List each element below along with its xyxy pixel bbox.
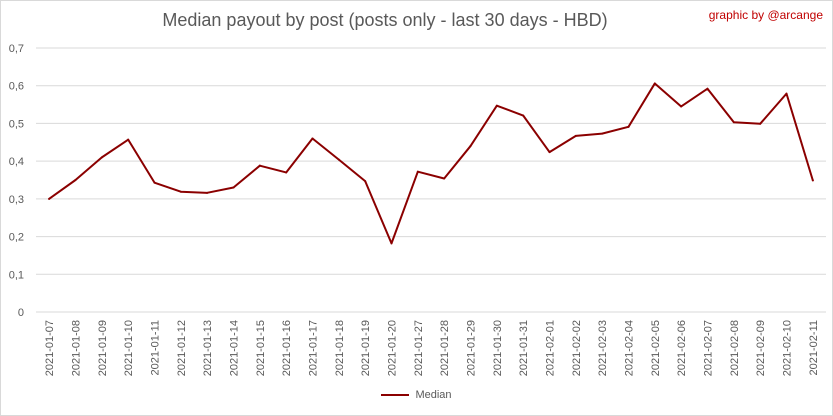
data-point: [627, 125, 630, 128]
x-tick-label: 2021-02-07: [703, 320, 715, 376]
x-tick-label: 2021-02-02: [571, 320, 583, 376]
data-point: [74, 179, 77, 181]
watermark: graphic by @arcange: [708, 8, 823, 22]
data-point: [179, 190, 182, 193]
x-tick-label: 2021-02-03: [597, 320, 609, 376]
data-point: [706, 87, 709, 90]
x-tick-label: 2021-02-04: [624, 320, 636, 376]
x-tick-label: 2021-01-31: [518, 320, 530, 376]
x-tick-label: 2021-01-07: [44, 320, 56, 376]
data-point: [680, 105, 683, 108]
data-point: [495, 104, 498, 107]
data-point: [416, 170, 419, 173]
x-tick-label: 2021-01-16: [281, 320, 293, 376]
data-point: [601, 132, 604, 135]
x-tick-label: 2021-02-09: [755, 320, 767, 376]
gridlines: [36, 47, 826, 313]
x-tick-label: 2021-01-30: [492, 320, 504, 376]
x-tick-label: 2021-01-11: [150, 320, 162, 375]
data-point: [232, 186, 235, 189]
data-point: [48, 197, 51, 200]
y-tick-label: 0,5: [9, 118, 24, 130]
legend: Median: [0, 389, 833, 401]
x-tick-label: 2021-01-14: [229, 320, 241, 376]
data-point: [759, 122, 762, 125]
x-tick-label: 2021-01-27: [413, 320, 425, 376]
data-point: [469, 145, 472, 148]
x-tick-label: 2021-01-17: [308, 320, 320, 376]
data-point: [153, 181, 156, 184]
data-point: [390, 242, 393, 245]
data-point: [548, 151, 551, 154]
x-tick-label: 2021-01-12: [176, 320, 188, 376]
data-point: [443, 177, 446, 180]
data-point: [258, 164, 261, 167]
legend-swatch-median: [381, 394, 410, 396]
x-tick-label: 2021-02-01: [545, 320, 557, 376]
data-point: [522, 114, 525, 117]
data-point: [653, 82, 656, 85]
legend-label-median: Median: [415, 389, 452, 401]
data-point: [337, 158, 340, 161]
y-tick-label: 0,7: [9, 43, 24, 55]
x-tick-label: 2021-01-18: [334, 320, 346, 376]
data-point: [206, 191, 209, 194]
y-tick-label: 0,6: [9, 81, 24, 93]
x-tick-label: 2021-01-09: [97, 320, 109, 376]
x-axis-ticks: 2021-01-07 2021-01-08 2021-01-09 2021-01-10…: [44, 320, 820, 376]
data-point: [732, 121, 735, 124]
x-tick-label: 2021-02-06: [676, 320, 688, 376]
y-tick-label: 0,2: [9, 232, 24, 244]
x-tick-label: 2021-02-10: [782, 320, 794, 376]
x-tick-label: 2021-02-08: [729, 320, 741, 376]
x-tick-label: 2021-01-29: [466, 320, 478, 376]
y-tick-label: 0: [18, 307, 24, 319]
y-tick-label: 0,3: [9, 194, 24, 206]
data-point: [285, 171, 288, 174]
chart-title: Median payout by post (posts only - last…: [162, 10, 608, 30]
x-tick-label: 2021-01-19: [360, 320, 372, 376]
data-point: [811, 179, 814, 182]
data-point: [311, 137, 314, 140]
x-tick-label: 2021-01-13: [202, 320, 214, 376]
y-axis-ticks: 0 0,1 0,2 0,3 0,4 0,5 0,6 0,7: [9, 43, 24, 319]
y-tick-label: 0,1: [9, 269, 24, 281]
series-layer: [48, 82, 814, 245]
x-tick-label: 2021-01-10: [123, 320, 135, 376]
x-tick-label: 2021-02-11: [808, 320, 820, 375]
series-line-median: [48, 82, 814, 245]
data-point: [127, 138, 130, 141]
x-tick-label: 2021-01-08: [71, 320, 83, 376]
y-tick-label: 0,4: [9, 156, 24, 168]
data-point: [574, 134, 577, 137]
data-point: [100, 156, 103, 159]
x-tick-label: 2021-01-28: [439, 320, 451, 376]
data-point: [785, 92, 788, 95]
x-tick-label: 2021-02-05: [650, 320, 662, 376]
x-tick-label: 2021-01-15: [255, 320, 267, 376]
data-point: [364, 180, 367, 183]
x-tick-label: 2021-01-20: [387, 320, 399, 376]
